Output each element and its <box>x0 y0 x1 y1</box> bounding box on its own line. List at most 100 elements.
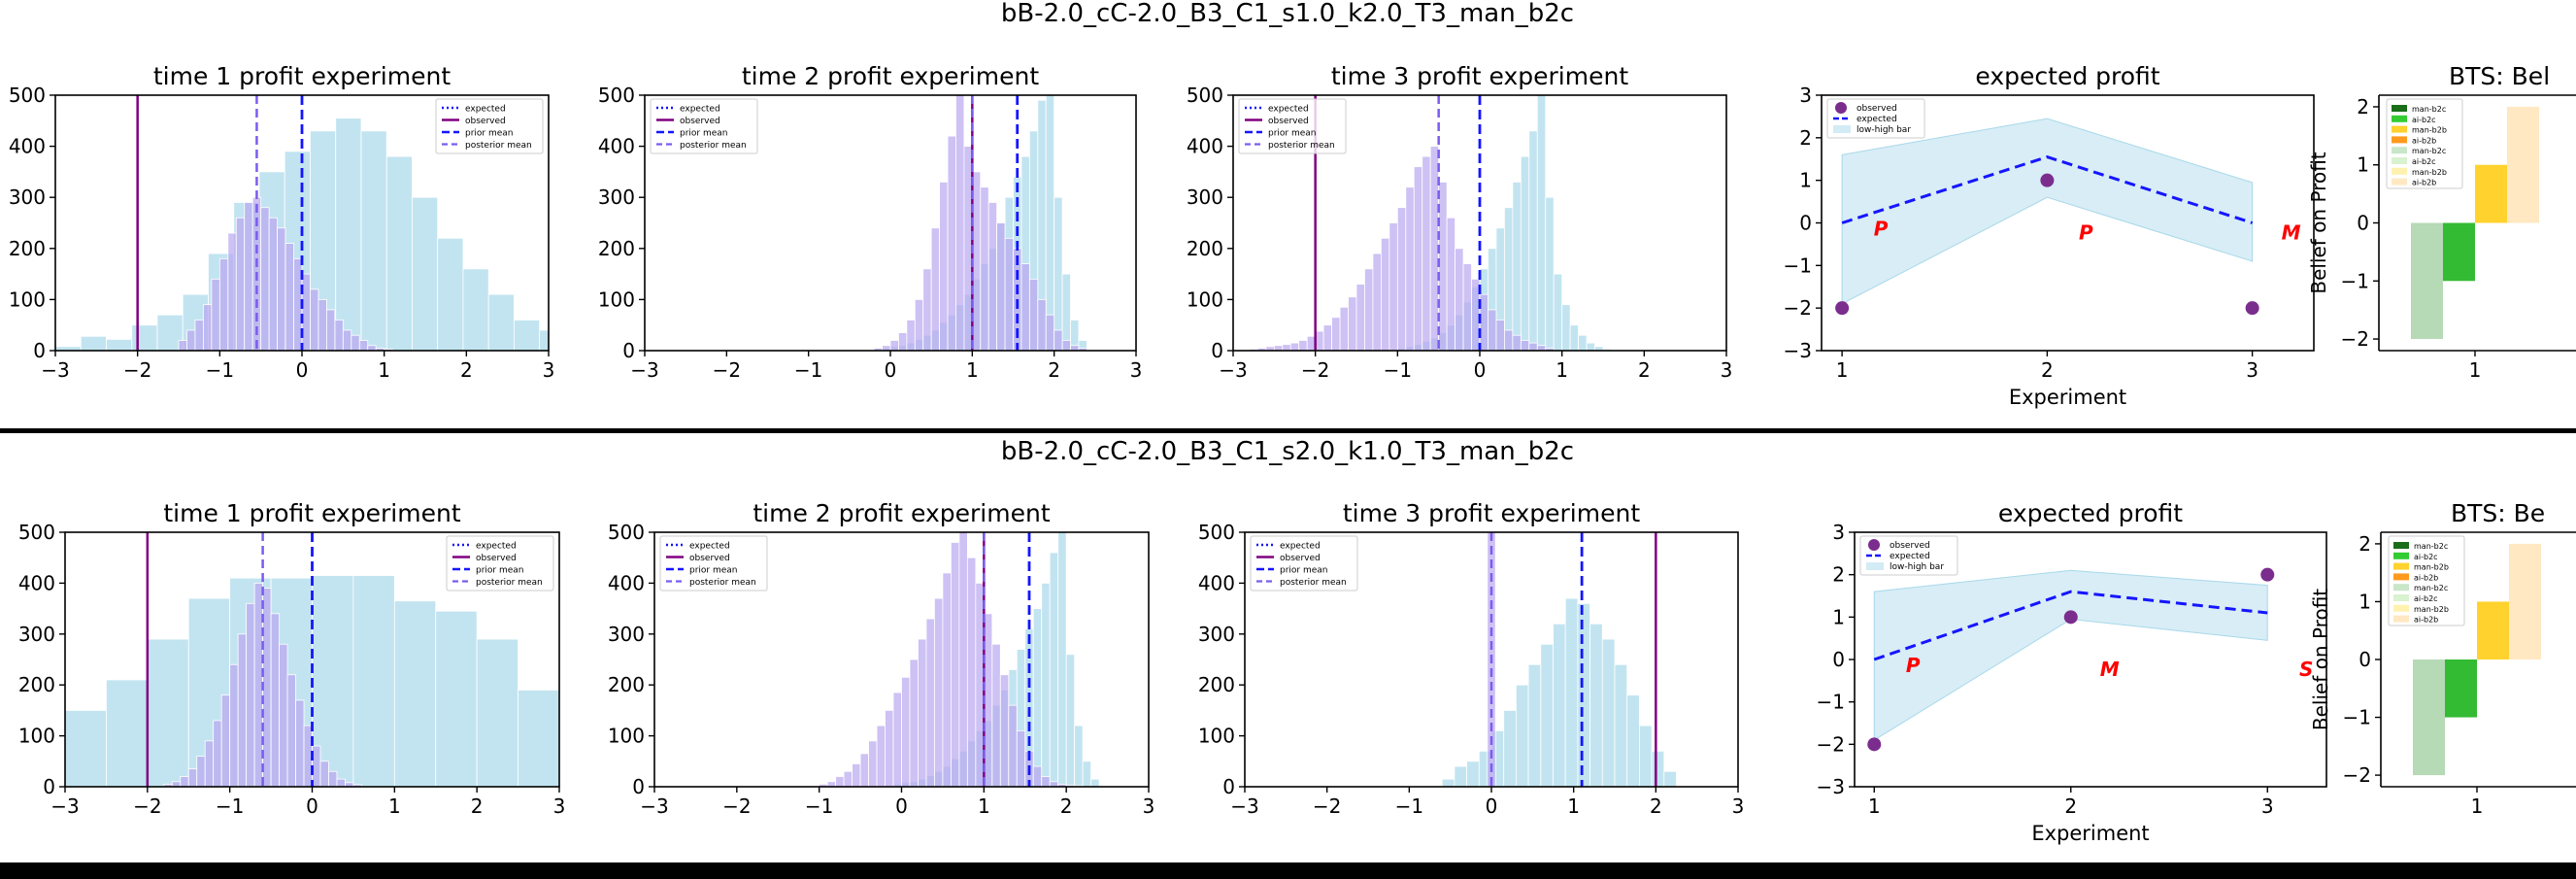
prior-hist-bar <box>518 690 559 787</box>
prior-hist-bar <box>1454 765 1468 787</box>
posterior-hist-bar <box>1004 237 1014 351</box>
plot-area <box>65 532 559 787</box>
posterior-hist-bar <box>1061 340 1071 351</box>
posterior-hist-bar <box>325 309 336 351</box>
y-axis-label: Belief on Profit <box>2307 152 2330 293</box>
prior-hist-bar <box>1614 663 1628 787</box>
posterior-hist-bar <box>319 761 329 787</box>
y-tick-label: 3 <box>1799 84 1812 107</box>
prior-hist-bar <box>106 339 133 351</box>
legend-label: ai-b2b <box>2412 179 2436 187</box>
posterior-hist-bar <box>1504 329 1514 351</box>
observed-point <box>2063 610 2078 625</box>
y-tick-label: 2 <box>2357 95 2369 118</box>
posterior-hist-bar <box>358 340 369 351</box>
prior-hist-bar <box>1503 710 1517 787</box>
x-tick-label: 1 <box>378 358 390 382</box>
legend-box <box>1238 98 1347 154</box>
x-tick-label: 1 <box>1868 794 1881 818</box>
legend-label: posterior mean <box>680 141 747 151</box>
x-tick-label: 2 <box>471 794 484 818</box>
posterior-hist-bar <box>310 288 319 351</box>
x-tick-label: 0 <box>1486 794 1498 818</box>
y-tick-label: 300 <box>1198 623 1235 646</box>
legend-swatch <box>2392 167 2407 175</box>
posterior-hist-bar <box>942 572 952 787</box>
posterior-hist-bar <box>951 542 960 787</box>
prior-hist-bar <box>565 340 590 351</box>
prior-hist-bar <box>1466 761 1480 787</box>
posterior-hist-bar <box>284 243 294 351</box>
prior-hist-bar <box>435 610 478 787</box>
y-tick-label: −1 <box>1784 254 1812 277</box>
x-tick-label: 2 <box>2064 794 2077 818</box>
posterior-hist-bar <box>1364 268 1374 351</box>
observed-point <box>2245 301 2259 316</box>
y-tick-label: 0 <box>1211 339 1223 362</box>
legend-label: man-b2b <box>2412 126 2447 135</box>
posterior-hist-bar <box>955 95 965 351</box>
expected-line <box>1841 154 2254 224</box>
x-tick-label: 0 <box>306 794 318 818</box>
y-tick-label: 500 <box>18 521 55 544</box>
y-tick-label: −3 <box>1784 339 1812 362</box>
panel-title: expected profit <box>1998 499 2183 527</box>
plot-area <box>1249 95 1612 351</box>
legend-label: observed <box>465 117 506 126</box>
legend-label: prior mean <box>1280 566 1328 576</box>
posterior-hist-bar <box>262 588 272 787</box>
posterior-hist-bar <box>253 583 264 787</box>
legend-swatch <box>2393 584 2409 592</box>
y-tick-label: 400 <box>608 571 645 594</box>
posterior-hist-bar <box>1289 342 1300 351</box>
prior-hist-bar <box>147 638 189 787</box>
prior-hist-bar <box>1082 761 1092 787</box>
posterior-hist-bar <box>868 740 878 787</box>
posterior-hist-bar <box>180 776 189 787</box>
y-tick-label: 100 <box>1187 287 1223 311</box>
posterior-hist-bar <box>1388 222 1398 351</box>
legend-label: low-high bar <box>1890 562 1944 572</box>
x-tick-label: −2 <box>722 794 751 818</box>
belief-bar <box>2477 601 2509 659</box>
legend-label: expected <box>689 542 730 552</box>
histogram-panel-r1-h2: time 2 profit experiment −3 −2 −1 0 1 2 3 0 100 20… <box>598 62 1143 382</box>
y-tick-label: 500 <box>1187 84 1223 107</box>
panel-title: BTS: Be <box>2451 499 2545 527</box>
prior-hist-bar <box>1601 638 1616 787</box>
y-tick-label: 1 <box>2359 590 2371 613</box>
posterior-hist-bar <box>876 725 886 787</box>
x-tick-label: 0 <box>895 794 908 818</box>
legend-label: ai-b2c <box>2412 116 2436 124</box>
posterior-hist-bar <box>1020 263 1030 351</box>
histogram-panel-r2-h1: time 1 profit experiment −3 −2 −1 0 1 2 3 0 100 20… <box>18 499 566 818</box>
posterior-hist-bar <box>947 135 956 351</box>
y-tick-label: 400 <box>1198 571 1235 594</box>
prior-hist-bar <box>335 118 362 351</box>
posterior-hist-bar <box>211 278 220 351</box>
posterior-hist-bar <box>925 618 935 787</box>
posterior-hist-bar <box>843 770 853 787</box>
prior-hist-bar <box>1516 684 1529 787</box>
posterior-hist-bar <box>999 674 1010 787</box>
y-tick-label: 100 <box>608 725 645 748</box>
posterior-hist-bar <box>901 676 911 787</box>
x-tick-label: 1 <box>1836 358 1849 382</box>
x-tick-label: 0 <box>296 358 309 382</box>
posterior-hist-bar <box>859 753 869 787</box>
legend-box <box>1250 535 1358 592</box>
posterior-hist-bar <box>1306 335 1317 351</box>
legend-label: man-b2b <box>2414 605 2449 614</box>
posterior-hist-bar <box>178 340 187 351</box>
posterior-hist-bar <box>1054 329 1063 351</box>
belief-bar <box>2413 659 2445 776</box>
histogram-panel-r2-h3: time 3 profit experiment −3 −2 −1 0 1 2 3 0 100 20… <box>1198 499 1745 818</box>
legend-swatch <box>2392 147 2407 154</box>
posterior-hist-bar <box>918 638 927 787</box>
prior-hist-bar <box>1045 95 1055 351</box>
posterior-hist-bar <box>1413 166 1423 351</box>
legend-label: observed <box>1890 541 1930 551</box>
posterior-hist-bar <box>987 202 998 351</box>
y-tick-label: 400 <box>18 571 55 594</box>
